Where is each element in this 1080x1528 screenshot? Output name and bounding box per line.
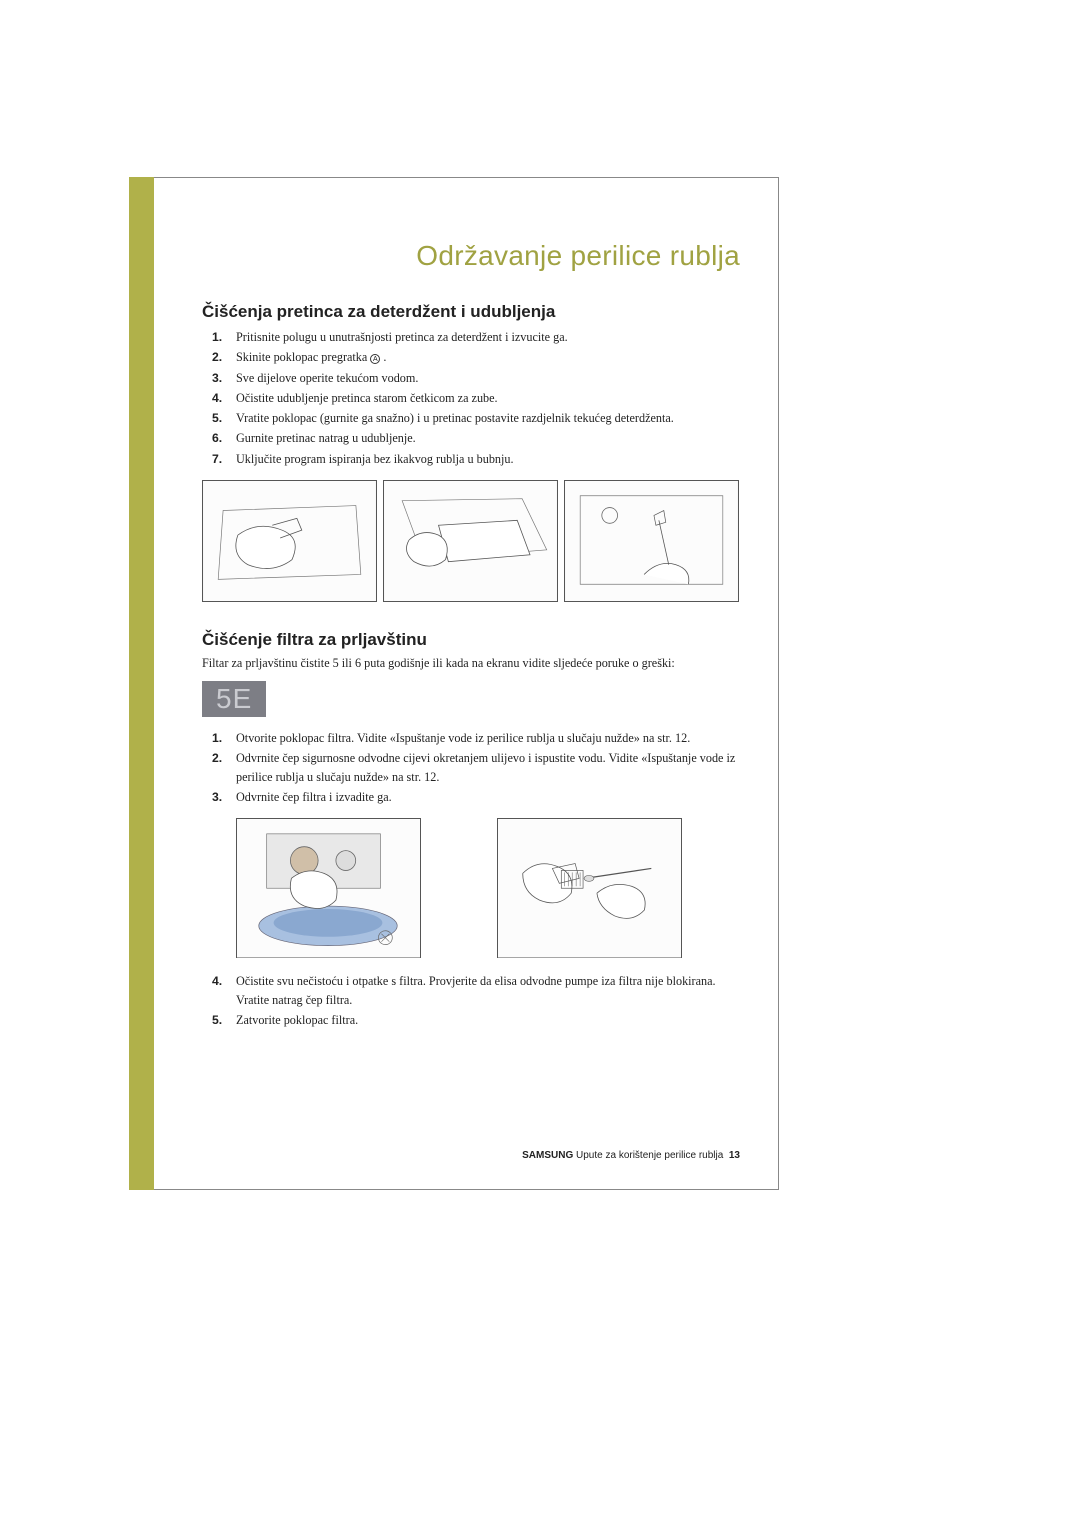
figure-row-1 (202, 480, 740, 602)
list-item: 5.Vratite poklopac (gurnite ga snažno) i… (212, 409, 740, 427)
section1-list: 1.Pritisnite polugu u unutrašnjosti pret… (212, 328, 740, 468)
footer-page-num: 13 (729, 1150, 740, 1161)
page-title: Održavanje perilice rublja (202, 240, 740, 272)
list-item: 1.Pritisnite polugu u unutrašnjosti pret… (212, 328, 740, 346)
list-item: 3.Sve dijelove operite tekućom vodom. (212, 369, 740, 387)
figure-drawer-remove (383, 480, 558, 602)
page-footer: SAMSUNG Upute za korištenje perilice rub… (522, 1150, 740, 1161)
list-item: 3.Odvrnite čep filtra i izvadite ga. (212, 788, 740, 806)
list-item: 4.Očistite svu nečistoću i otpatke s fil… (212, 972, 740, 1009)
figure-row-2 (236, 818, 740, 958)
footer-text: Upute za korištenje perilice rublja (576, 1150, 723, 1161)
list-item: 1.Otvorite poklopac filtra. Vidite «Ispu… (212, 729, 740, 747)
footer-brand: SAMSUNG (522, 1150, 573, 1161)
error-code-badge: 5E (202, 681, 266, 717)
list-item: 2.Skinite poklopac pregratka A . (212, 348, 740, 366)
figure-drawer-press (202, 480, 377, 602)
list-item: 5.Zatvorite poklopac filtra. (212, 1011, 740, 1029)
list-item: 4.Očistite udubljenje pretinca starom če… (212, 389, 740, 407)
section2-intro: Filtar za prljavštinu čistite 5 ili 6 pu… (202, 656, 740, 671)
figure-filter-clean (497, 818, 682, 958)
sidebar-accent (129, 177, 154, 1190)
figure-filter-drain (236, 818, 421, 958)
section2-heading: Čišćenje filtra za prljavštinu (202, 630, 740, 650)
list-item: 6.Gurnite pretinac natrag u udubljenje. (212, 429, 740, 447)
list-item: 7.Uključite program ispiranja bez ikakvo… (212, 450, 740, 468)
list-item: 2.Odvrnite čep sigurnosne odvodne cijevi… (212, 749, 740, 786)
page-content: Održavanje perilice rublja Čišćenja pret… (154, 177, 779, 1190)
section2-list-b: 4.Očistite svu nečistoću i otpatke s fil… (212, 972, 740, 1029)
section1-heading: Čišćenja pretinca za deterdžent i udublj… (202, 302, 740, 322)
figure-recess-clean (564, 480, 739, 602)
label-a-icon: A (370, 354, 380, 364)
section2-list-a: 1.Otvorite poklopac filtra. Vidite «Ispu… (212, 729, 740, 806)
